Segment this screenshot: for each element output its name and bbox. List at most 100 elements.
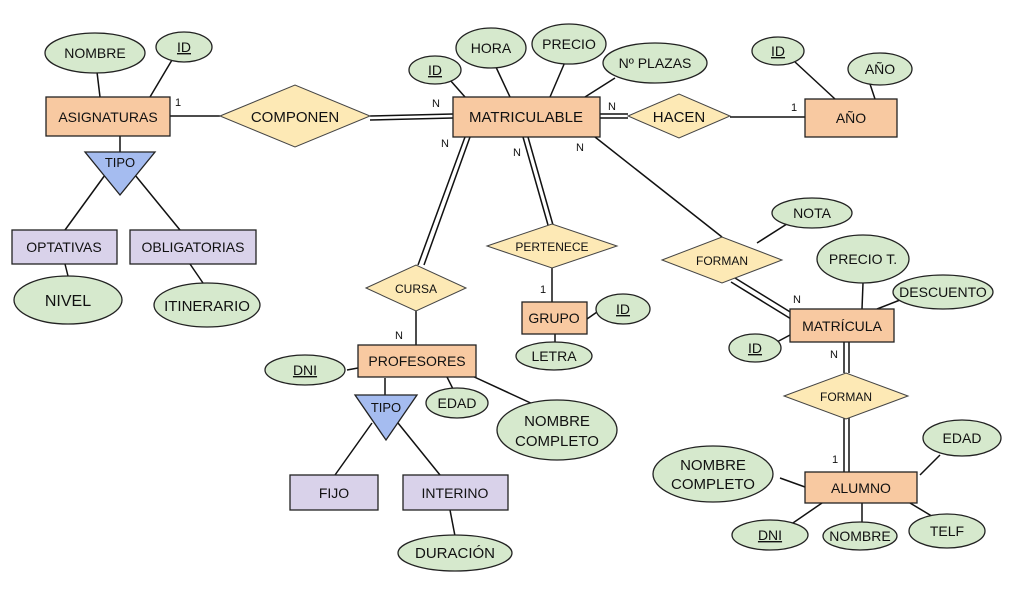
isa-tipo-asignaturas[interactable]: TIPO	[83, 151, 157, 197]
entity-matriculable[interactable]: MATRICULABLE	[452, 96, 601, 138]
attr-alu-nombre-line2: COMPLETO	[671, 476, 755, 493]
attr-anio-id-label: ID	[771, 43, 785, 59]
attr-mat-precio-label: PRECIO	[542, 36, 596, 52]
cardinality-labels: 1 N N 1 N N N 1 N N N 1	[175, 97, 838, 466]
subentity-fijo[interactable]: FIJO	[289, 474, 379, 511]
attr-matr-precio-label: PRECIO T.	[829, 251, 897, 267]
attr-matr-id-label: ID	[748, 340, 762, 356]
attr-alu-telf-label: TELF	[930, 523, 964, 539]
rel-forman-2-label: FORMAN	[820, 390, 872, 404]
line-asig-nombre	[96, 71, 101, 98]
line-asig-id	[149, 59, 173, 98]
attr-anio-id[interactable]: ID	[751, 36, 805, 66]
line-grupo-id	[586, 311, 598, 320]
attr-alu-nombre-completo[interactable]: NOMBRE COMPLETO	[652, 445, 774, 503]
entity-anio-label: AÑO	[836, 110, 866, 126]
line-tipo-fijo	[334, 422, 373, 476]
attr-grupo-letra[interactable]: LETRA	[515, 341, 593, 371]
subentity-optativas[interactable]: OPTATIVAS	[11, 229, 118, 265]
subentity-obligatorias-label: OBLIGATORIAS	[142, 239, 245, 255]
line-componen-mat-a	[369, 113, 454, 117]
line-mat-hora	[494, 64, 511, 98]
attr-asig-id[interactable]: ID	[155, 31, 213, 63]
attr-mat-id[interactable]: ID	[408, 55, 462, 85]
attr-anio-anio-label: AÑO	[865, 61, 895, 77]
attr-mat-precio[interactable]: PRECIO	[531, 23, 607, 65]
line-mat-cursa-a	[417, 136, 466, 266]
card-matr-forman2: N	[830, 349, 838, 361]
attr-prof-edad-label: EDAD	[438, 395, 477, 411]
attr-matr-id[interactable]: ID	[728, 333, 782, 363]
rel-pertenece-label: PERTENECE	[515, 240, 588, 254]
attr-alu-edad[interactable]: EDAD	[922, 419, 1002, 457]
line-anio-id	[794, 61, 836, 100]
card-mat-forman: N	[576, 142, 584, 154]
attr-matr-descuento[interactable]: DESCUENTO	[892, 274, 994, 310]
subentity-optativas-label: OPTATIVAS	[26, 239, 101, 255]
line-alu-edad	[919, 454, 941, 476]
card-pertenece-grupo: 1	[540, 284, 546, 296]
subentity-interino[interactable]: INTERINO	[402, 474, 509, 511]
line-tipo-optativas	[64, 174, 106, 231]
attr-int-duracion[interactable]: DURACIÓN	[397, 534, 513, 572]
entity-alumno[interactable]: ALUMNO	[804, 471, 918, 504]
entity-grupo[interactable]: GRUPO	[521, 301, 588, 335]
line-mat-forman	[594, 136, 723, 238]
entity-alumno-label: ALUMNO	[831, 480, 891, 496]
attr-matr-precio[interactable]: PRECIO T.	[816, 234, 910, 284]
line-tipo-interino	[397, 422, 441, 476]
attr-int-duracion-label: DURACIÓN	[415, 545, 495, 562]
rel-cursa-label: CURSA	[395, 282, 437, 296]
rel-componen[interactable]: COMPONEN	[218, 84, 372, 148]
attr-anio-anio[interactable]: AÑO	[847, 52, 913, 86]
rel-componen-label: COMPONEN	[251, 109, 339, 126]
attr-alu-nombre[interactable]: NOMBRE	[822, 521, 898, 551]
subentity-obligatorias[interactable]: OBLIGATORIAS	[129, 229, 257, 265]
attr-matr-nota[interactable]: NOTA	[771, 197, 853, 229]
attr-mat-plazas[interactable]: Nº PLAZAS	[602, 42, 708, 84]
attr-alu-dni[interactable]: DNI	[731, 519, 809, 551]
card-hacen-anio: 1	[791, 102, 797, 114]
entity-asignaturas[interactable]: ASIGNATURAS	[45, 96, 171, 137]
isa-tipo-profesores[interactable]: TIPO	[353, 394, 419, 442]
card-forman2-alumno: 1	[832, 454, 838, 466]
line-mat-id	[449, 79, 466, 98]
attr-obl-itinerario[interactable]: ITINERARIO	[153, 282, 261, 328]
attr-asig-nombre-label: NOMBRE	[64, 45, 125, 61]
line-mat-plazas	[584, 77, 616, 98]
line-prof-nombre	[469, 374, 536, 406]
attr-grupo-id-label: ID	[616, 301, 630, 317]
card-cursa-prof: N	[395, 330, 403, 342]
line-forman-nota	[756, 221, 791, 244]
card-forman-matr: N	[793, 294, 801, 306]
card-componen-mat: N	[432, 98, 440, 110]
line-obl-itinerario	[189, 263, 204, 284]
attr-mat-hora[interactable]: HORA	[455, 27, 527, 69]
attr-prof-nombre-completo[interactable]: NOMBRE COMPLETO	[496, 399, 618, 461]
rel-forman-2[interactable]: FORMAN	[782, 372, 910, 420]
attr-opt-nivel[interactable]: NIVEL	[13, 275, 123, 325]
rel-hacen[interactable]: HACEN	[626, 93, 732, 139]
attr-alu-edad-label: EDAD	[943, 430, 982, 446]
rel-hacen-label: HACEN	[653, 109, 706, 126]
relationships: COMPONEN HACEN CURSA PERTENECE FORMAN FO…	[218, 84, 910, 420]
rel-forman-1[interactable]: FORMAN	[660, 236, 784, 284]
attr-alu-telf[interactable]: TELF	[908, 513, 986, 549]
attr-prof-dni[interactable]: DNI	[264, 354, 346, 386]
rel-pertenece[interactable]: PERTENECE	[485, 223, 619, 269]
attr-mat-plazas-label: Nº PLAZAS	[619, 55, 692, 71]
entity-profesores[interactable]: PROFESORES	[357, 344, 477, 378]
attr-grupo-id[interactable]: ID	[595, 293, 651, 325]
entity-grupo-label: GRUPO	[528, 310, 579, 326]
isa-tipo-profesores-label: TIPO	[371, 400, 401, 415]
attr-mat-hora-label: HORA	[471, 40, 512, 56]
line-anio-anio	[869, 83, 876, 100]
attr-matr-descuento-label: DESCUENTO	[899, 284, 987, 300]
attr-asig-nombre[interactable]: NOMBRE	[44, 32, 146, 74]
entity-matricula[interactable]: MATRÍCULA	[789, 308, 895, 343]
attr-prof-nombre-line2: COMPLETO	[515, 433, 599, 450]
rel-cursa[interactable]: CURSA	[364, 264, 468, 312]
attr-prof-edad[interactable]: EDAD	[425, 387, 489, 419]
entity-anio[interactable]: AÑO	[804, 98, 898, 138]
